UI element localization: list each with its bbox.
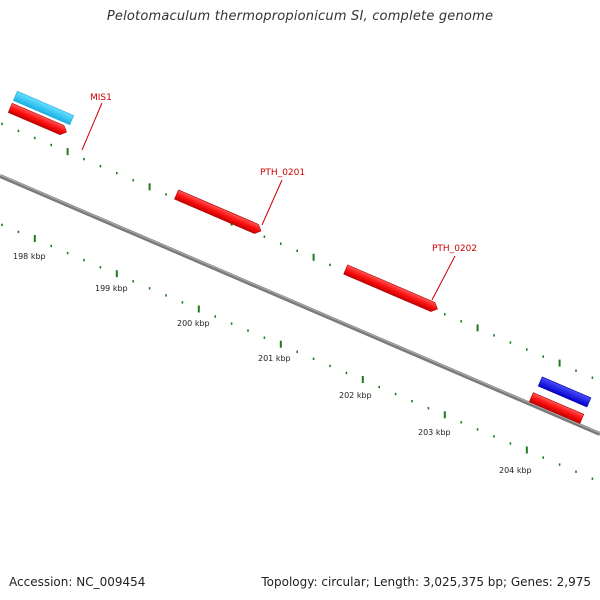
feature-track	[7, 90, 592, 424]
gene-forward-right-feature[interactable]	[528, 392, 585, 424]
accession-text: Accession: NC_009454	[9, 575, 146, 589]
gene-label-pth-0201[interactable]: PTH_0201	[260, 168, 305, 178]
gene-label-mis1[interactable]: MIS1	[90, 93, 112, 103]
gene-label-pth-0202[interactable]: PTH_0202	[432, 244, 477, 254]
kbp-label-198: 198 kbp	[13, 252, 46, 261]
gene-label-leader-mis1	[81, 102, 103, 151]
kbp-label-201: 201 kbp	[258, 354, 291, 363]
kbp-label-204: 204 kbp	[499, 466, 532, 475]
kbp-label-202: 202 kbp	[339, 391, 372, 400]
kbp-label-203: 203 kbp	[418, 428, 451, 437]
gene-reverse-blue-feature[interactable]	[537, 376, 592, 408]
outer-tick-track	[1, 122, 594, 379]
map-title: Pelotomaculum thermopropionicum SI, comp…	[106, 9, 494, 24]
gene-label-leader-pth-0202	[431, 255, 456, 301]
gene-forward-left-feature[interactable]	[7, 102, 68, 136]
genome-backbone	[0, 174, 600, 436]
gene-label-leader-pth-0201	[261, 179, 283, 226]
genome-summary-text: Topology: circular; Length: 3,025,375 bp…	[261, 575, 591, 589]
inner-tick-track	[1, 223, 594, 480]
gene-pth-0202-feature[interactable]	[343, 264, 440, 314]
gene-pth-0201-feature[interactable]	[174, 189, 263, 236]
kbp-label-200: 200 kbp	[177, 319, 210, 328]
gene-mis1-feature[interactable]	[13, 90, 75, 126]
kbp-label-199: 199 kbp	[95, 284, 128, 293]
